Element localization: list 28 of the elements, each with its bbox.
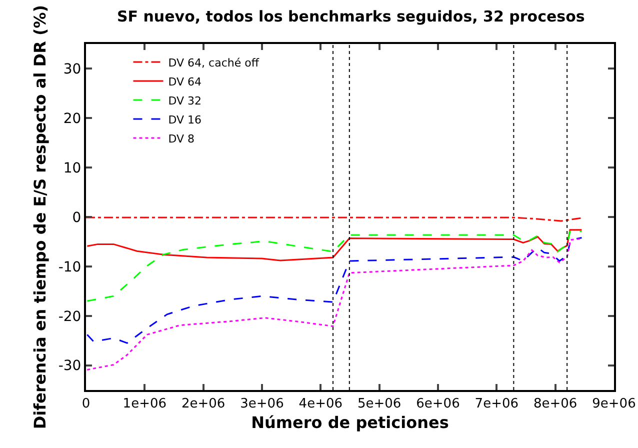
y-tick-label: 30 xyxy=(63,62,82,78)
line-series xyxy=(86,238,582,370)
chart-title: SF nuevo, todos los benchmarks seguidos, 32 procesos xyxy=(116,8,585,26)
line-series xyxy=(86,230,582,302)
line-series xyxy=(86,237,582,344)
y-tick-label: 0 xyxy=(72,210,82,226)
x-tick-label: 4e+06 xyxy=(298,396,343,412)
legend-label: DV 64, caché off xyxy=(168,56,260,70)
y-axis-title: Diferencia en tiempo de E/S respecto al DR (%) xyxy=(30,4,50,430)
y-tick-label: 20 xyxy=(63,111,82,128)
x-axis-title: Número de peticiones xyxy=(251,412,449,432)
x-tick-label: 6e+06 xyxy=(416,396,460,412)
x-tick-label: 8e+06 xyxy=(533,396,578,412)
y-tick-label: -20 xyxy=(58,308,82,325)
legend-label: DV 8 xyxy=(168,132,195,146)
legend-label: DV 64 xyxy=(168,75,202,88)
x-tick-label: 5e+06 xyxy=(357,396,402,412)
y-tick-label: -10 xyxy=(58,259,82,276)
x-tick-label: 2e+06 xyxy=(181,396,226,412)
x-tick-label: 3e+06 xyxy=(240,396,284,412)
y-tick-label: 10 xyxy=(63,160,82,176)
x-tick-label: 1e+06 xyxy=(122,396,167,412)
y-tick-label: -30 xyxy=(58,358,82,374)
legend-label: DV 16 xyxy=(168,113,202,126)
x-tick-label: 7e+06 xyxy=(474,396,519,412)
line-series xyxy=(86,229,582,262)
x-tick-label: 9e+06 xyxy=(592,396,636,412)
legend-label: DV 32 xyxy=(168,94,202,108)
